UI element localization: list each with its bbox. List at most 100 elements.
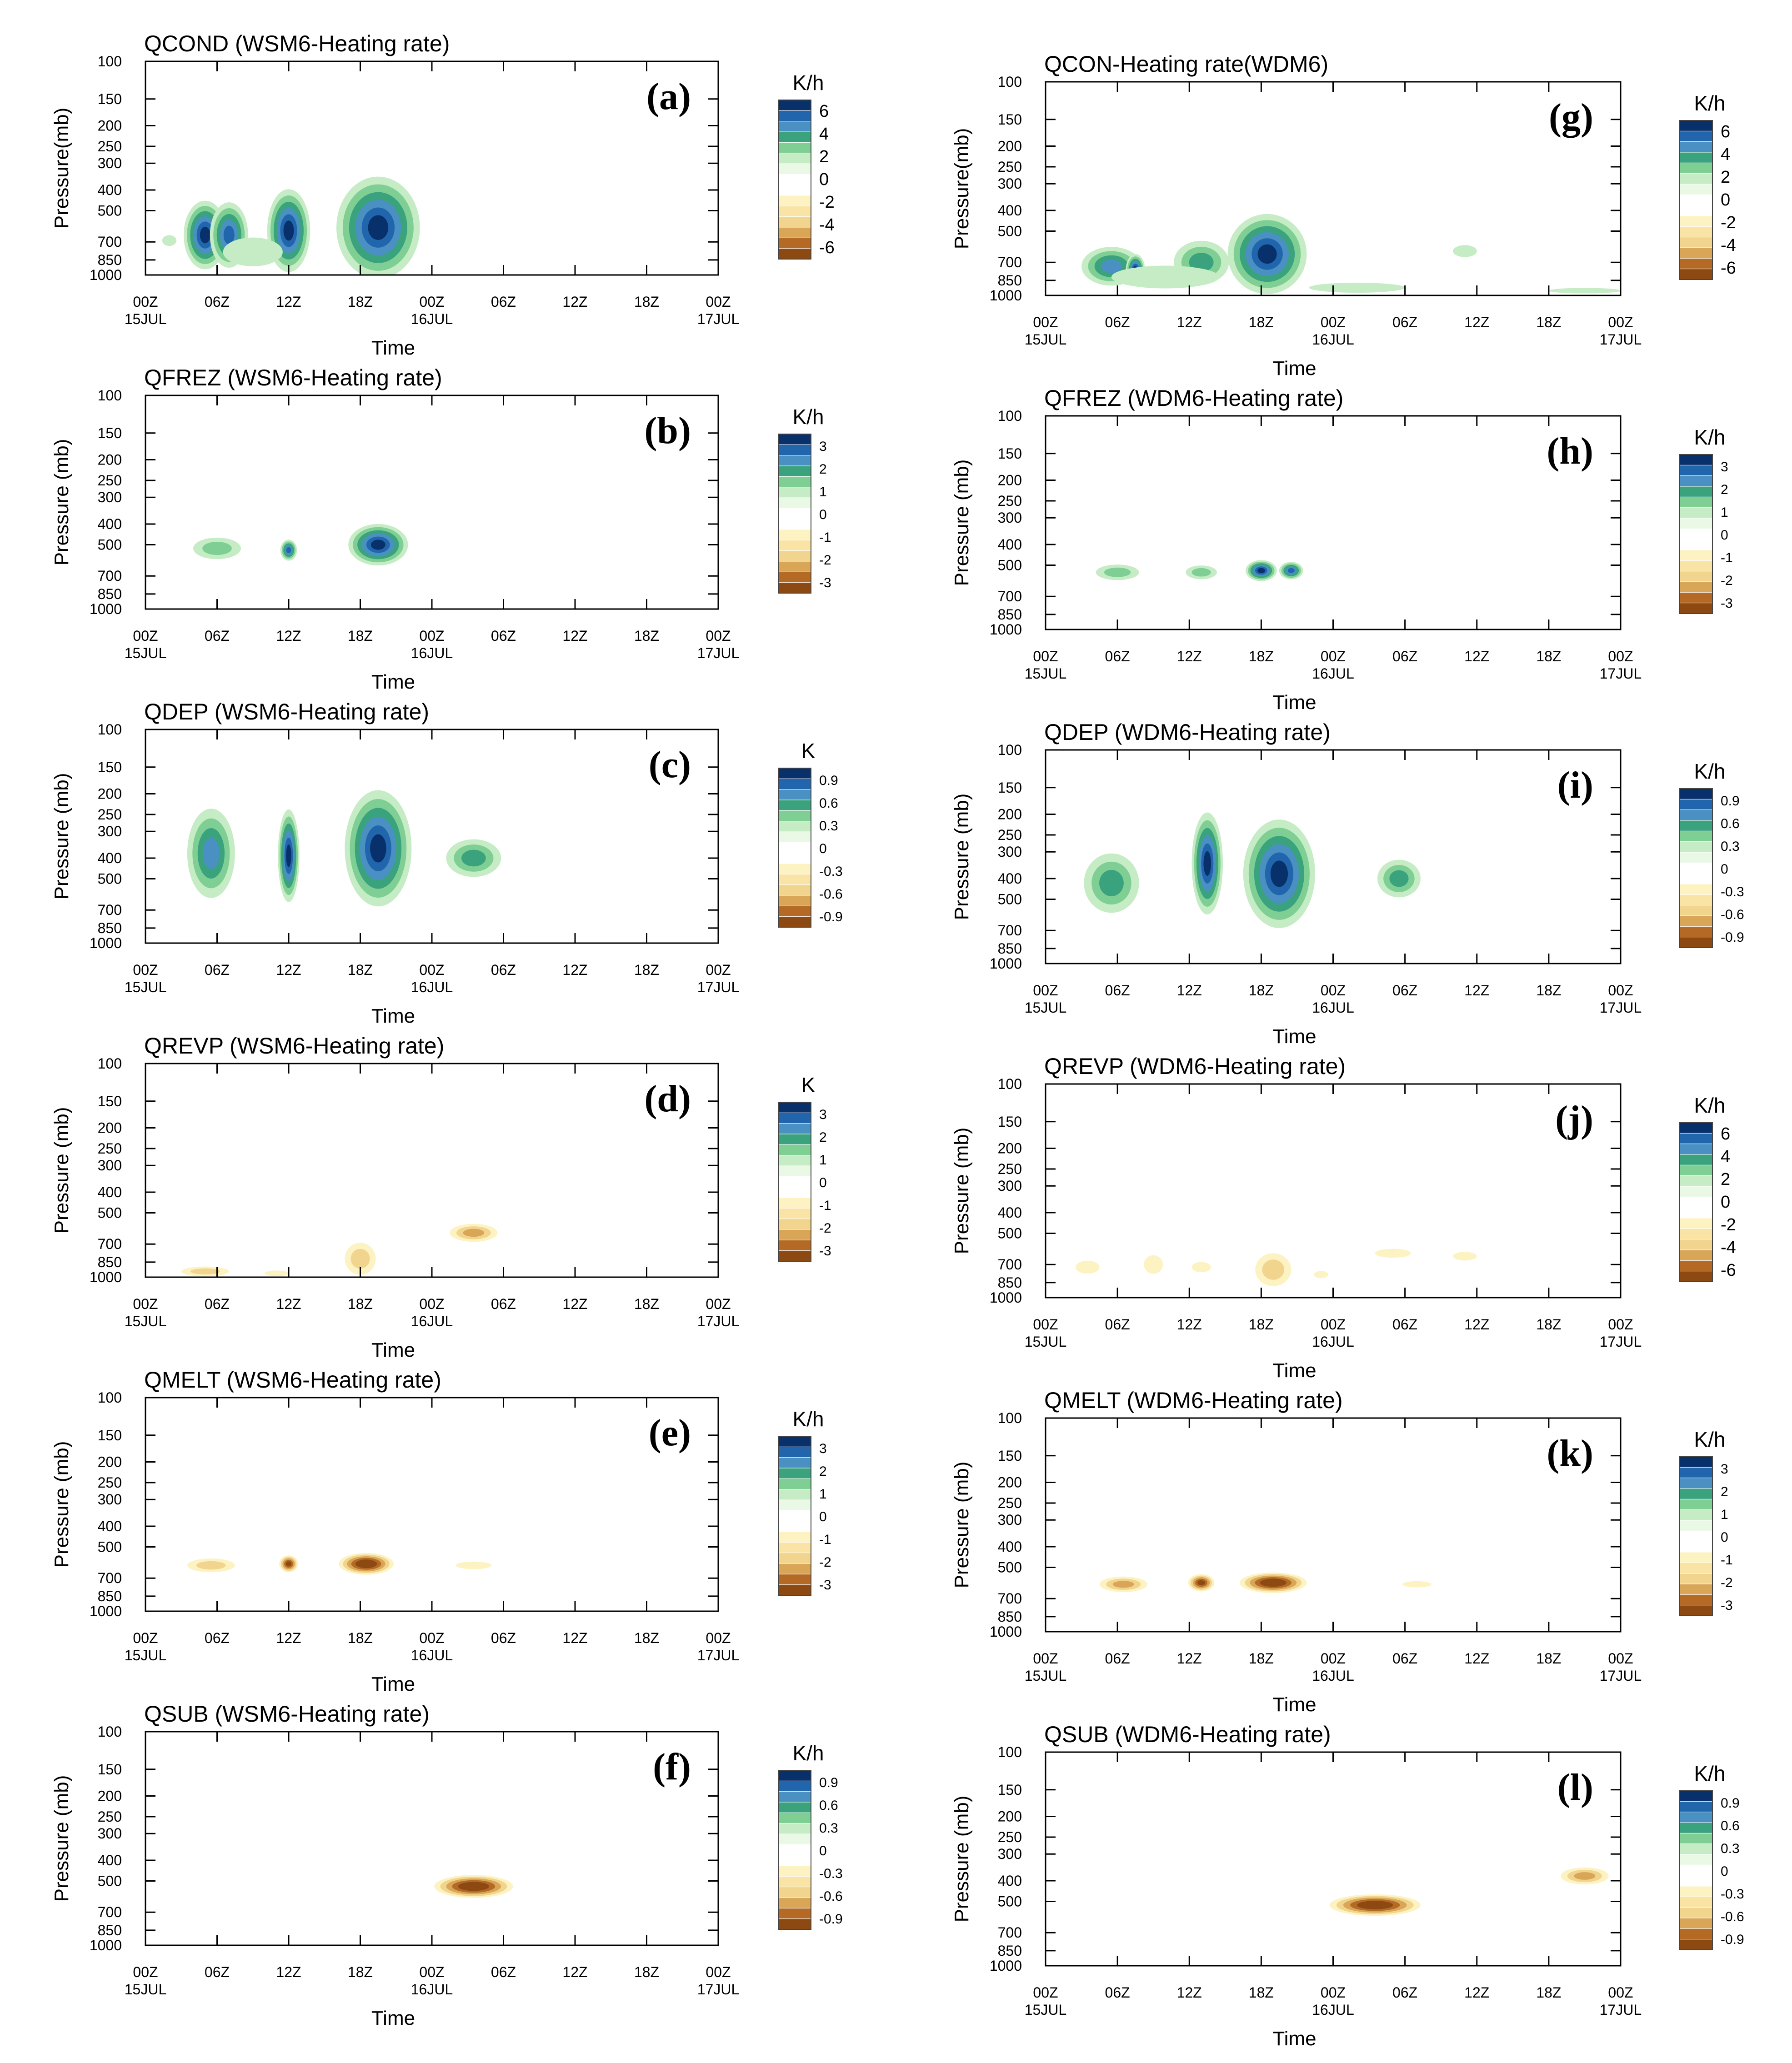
contour-j-6-0 xyxy=(1314,1271,1328,1279)
x-tick-label: 00Z xyxy=(133,1964,158,1980)
x-subtick-label: 15JUL xyxy=(125,311,167,327)
colorbar-swatch xyxy=(1679,1144,1713,1155)
x-tick-label: 06Z xyxy=(1392,1650,1417,1667)
colorbar-tick-label: 3 xyxy=(1721,460,1728,475)
colorbar-swatch xyxy=(1679,1186,1713,1198)
colorbar-swatch xyxy=(778,1510,811,1522)
colorbar-swatch xyxy=(778,1918,811,1930)
y-tick-label: 700 xyxy=(998,588,1022,604)
x-tick-label: 06Z xyxy=(1392,648,1417,664)
contour-h-0-1 xyxy=(1104,567,1131,577)
colorbar-swatch xyxy=(1679,507,1713,519)
colorbar-swatch xyxy=(778,1542,811,1553)
panel-letter: (j) xyxy=(1555,1098,1593,1140)
colorbar-swatch xyxy=(778,1812,811,1824)
y-tick-label: 200 xyxy=(998,1474,1022,1490)
colorbar-swatch xyxy=(1679,120,1713,132)
colorbar-swatch xyxy=(778,1770,811,1782)
y-axis-label: Pressure (mb) xyxy=(951,1796,973,1923)
colorbar-swatch xyxy=(778,227,811,239)
panel-letter: (e) xyxy=(649,1412,691,1454)
y-tick-label: 250 xyxy=(98,472,122,489)
colorbar-swatch xyxy=(778,1584,811,1596)
colorbar-swatch xyxy=(778,1887,811,1898)
colorbar-swatch xyxy=(778,508,811,519)
colorbar-unit: K/h xyxy=(1694,91,1725,115)
y-tick-label: 200 xyxy=(998,472,1022,488)
y-tick-label: 250 xyxy=(998,1161,1022,1177)
colorbar-swatch xyxy=(778,884,811,896)
colorbar-swatch xyxy=(1679,539,1713,550)
colorbar-swatch xyxy=(1679,1260,1713,1272)
colorbar-swatch xyxy=(778,1446,811,1458)
colorbar-unit: K xyxy=(801,739,816,763)
colorbar-swatch xyxy=(778,434,811,445)
shading-a xyxy=(162,176,420,275)
x-axis-label: Time xyxy=(1272,2028,1316,2050)
contour-k-2-5 xyxy=(1265,1580,1281,1585)
colorbar-tick-label: -2 xyxy=(819,1555,831,1570)
y-tick-label: 250 xyxy=(998,159,1022,175)
x-tick-label: 12Z xyxy=(276,1630,301,1646)
y-tick-label: 500 xyxy=(998,891,1022,908)
y-tick-label: 400 xyxy=(998,536,1022,553)
x-tick-label: 12Z xyxy=(1177,314,1202,330)
colorbar-frame xyxy=(778,100,811,260)
x-tick-label: 12Z xyxy=(276,1296,301,1312)
colorbar-swatch xyxy=(778,1457,811,1469)
colorbar-swatch xyxy=(1679,581,1713,593)
x-subtick-label: 15JUL xyxy=(1025,2002,1067,2018)
contour-h-1-1 xyxy=(1191,568,1211,577)
x-tick-label: 06Z xyxy=(205,1964,230,1980)
colorbar-swatch xyxy=(778,110,811,122)
colorbar-tick-label: 0.3 xyxy=(1721,1841,1740,1856)
colorbar-tick-label: 1 xyxy=(1721,1507,1728,1522)
colorbar-swatch xyxy=(778,1553,811,1564)
colorbar-tick-label: 0.6 xyxy=(1721,1818,1740,1833)
colorbar-swatch xyxy=(778,1208,811,1219)
colorbar-swatch xyxy=(1679,560,1713,572)
colorbar-swatch xyxy=(1679,603,1713,614)
x-subtick-label: 17JUL xyxy=(697,1981,740,1998)
colorbar-swatch xyxy=(778,1250,811,1262)
panel-title: QSUB (WDM6-Heating rate) xyxy=(1044,1722,1331,1747)
colorbar-swatch xyxy=(1679,1499,1713,1510)
colorbar-swatch xyxy=(778,1908,811,1919)
y-tick-label: 150 xyxy=(98,1427,122,1444)
colorbar-swatch xyxy=(1679,1196,1713,1208)
contour-k-0-2 xyxy=(1112,1581,1134,1588)
x-tick-label: 06Z xyxy=(491,628,516,644)
x-tick-label: 00Z xyxy=(1033,982,1058,999)
y-tick-label: 150 xyxy=(98,425,122,441)
shading-d xyxy=(181,1224,498,1277)
y-tick-label: 400 xyxy=(998,202,1022,219)
plot-frame-d xyxy=(145,1063,719,1278)
x-axis-label: Time xyxy=(371,2007,415,2029)
x-tick-label: 00Z xyxy=(706,962,731,978)
colorbar-swatch xyxy=(778,1155,811,1167)
x-tick-label: 06Z xyxy=(491,1630,516,1646)
y-tick-label: 700 xyxy=(98,234,122,250)
x-tick-label: 00Z xyxy=(706,1630,731,1646)
panel-letter: (i) xyxy=(1557,764,1593,806)
x-subtick-label: 16JUL xyxy=(1312,665,1354,682)
x-tick-label: 00Z xyxy=(706,1964,731,1980)
colorbar-swatch xyxy=(778,121,811,132)
panel-letter: (d) xyxy=(644,1078,691,1120)
y-tick-label: 300 xyxy=(98,1157,122,1174)
colorbar-swatch xyxy=(778,237,811,249)
y-tick-label: 250 xyxy=(98,1808,122,1825)
x-tick-label: 18Z xyxy=(634,628,659,644)
colorbar-swatch xyxy=(1679,1896,1713,1908)
y-tick-label: 700 xyxy=(98,1236,122,1252)
colorbar-tick-label: 4 xyxy=(1721,145,1730,164)
panel-title: QMELT (WSM6-Heating rate) xyxy=(144,1367,441,1393)
x-tick-label: 00Z xyxy=(1033,314,1058,330)
colorbar-tick-label: -0.3 xyxy=(1721,884,1744,899)
y-tick-label: 300 xyxy=(998,1846,1022,1862)
y-tick-label: 200 xyxy=(98,1454,122,1470)
x-tick-label: 06Z xyxy=(491,962,516,978)
contour-h-3-4 xyxy=(1287,568,1295,573)
